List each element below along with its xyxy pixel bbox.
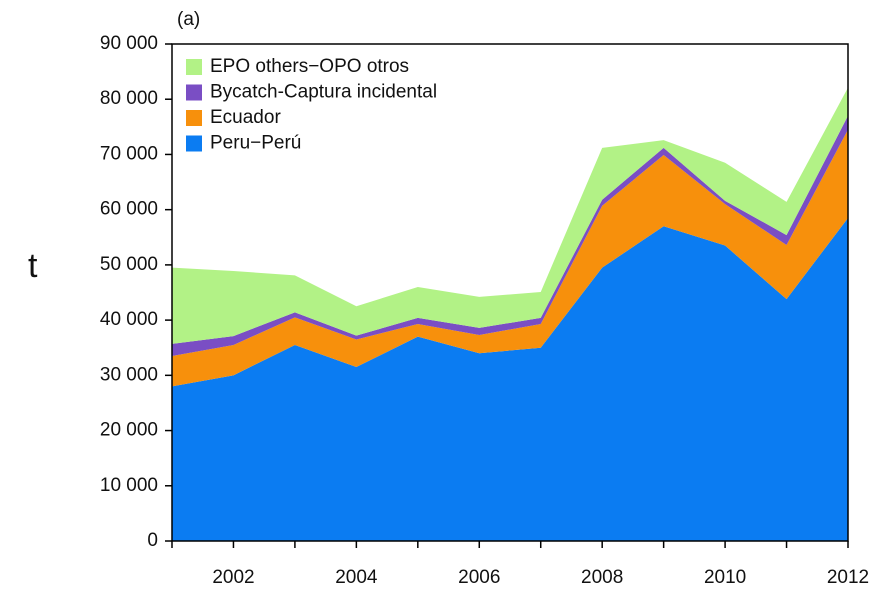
chart-title: (a) bbox=[177, 9, 200, 30]
y-tick-label: 80 000 bbox=[100, 88, 158, 109]
y-tick-label: 30 000 bbox=[100, 364, 158, 385]
legend-label: Ecuador bbox=[210, 107, 281, 128]
x-tick-label: 2002 bbox=[212, 567, 254, 588]
legend-label: EPO others−OPO otros bbox=[210, 56, 409, 77]
y-axis-label: t bbox=[28, 247, 38, 285]
y-tick-label: 40 000 bbox=[100, 309, 158, 330]
legend-swatch bbox=[186, 59, 202, 75]
legend-label: Peru−Perú bbox=[210, 133, 301, 154]
legend-label: Bycatch-Captura incidental bbox=[210, 82, 437, 103]
legend-swatch bbox=[186, 84, 202, 101]
y-tick-label: 60 000 bbox=[100, 199, 158, 220]
legend-swatch bbox=[186, 110, 202, 126]
area bbox=[172, 217, 848, 541]
y-tick-label: 50 000 bbox=[100, 254, 158, 275]
x-tick-label: 2008 bbox=[581, 567, 623, 588]
plot-frame bbox=[171, 43, 849, 542]
x-tick-label: 2006 bbox=[458, 567, 500, 588]
y-tick-label: 70 000 bbox=[100, 143, 158, 164]
x-tick-label: 2012 bbox=[827, 567, 869, 588]
y-tick-label: 20 000 bbox=[100, 420, 158, 441]
y-tick-label: 0 bbox=[147, 530, 158, 551]
x-tick-label: 2004 bbox=[335, 567, 378, 588]
area bbox=[172, 129, 848, 387]
area bbox=[172, 87, 848, 344]
y-tick-label: 90 000 bbox=[100, 33, 158, 54]
legend-swatch bbox=[186, 135, 202, 152]
x-tick-label: 2010 bbox=[704, 567, 746, 588]
y-tick-label: 10 000 bbox=[100, 475, 158, 496]
